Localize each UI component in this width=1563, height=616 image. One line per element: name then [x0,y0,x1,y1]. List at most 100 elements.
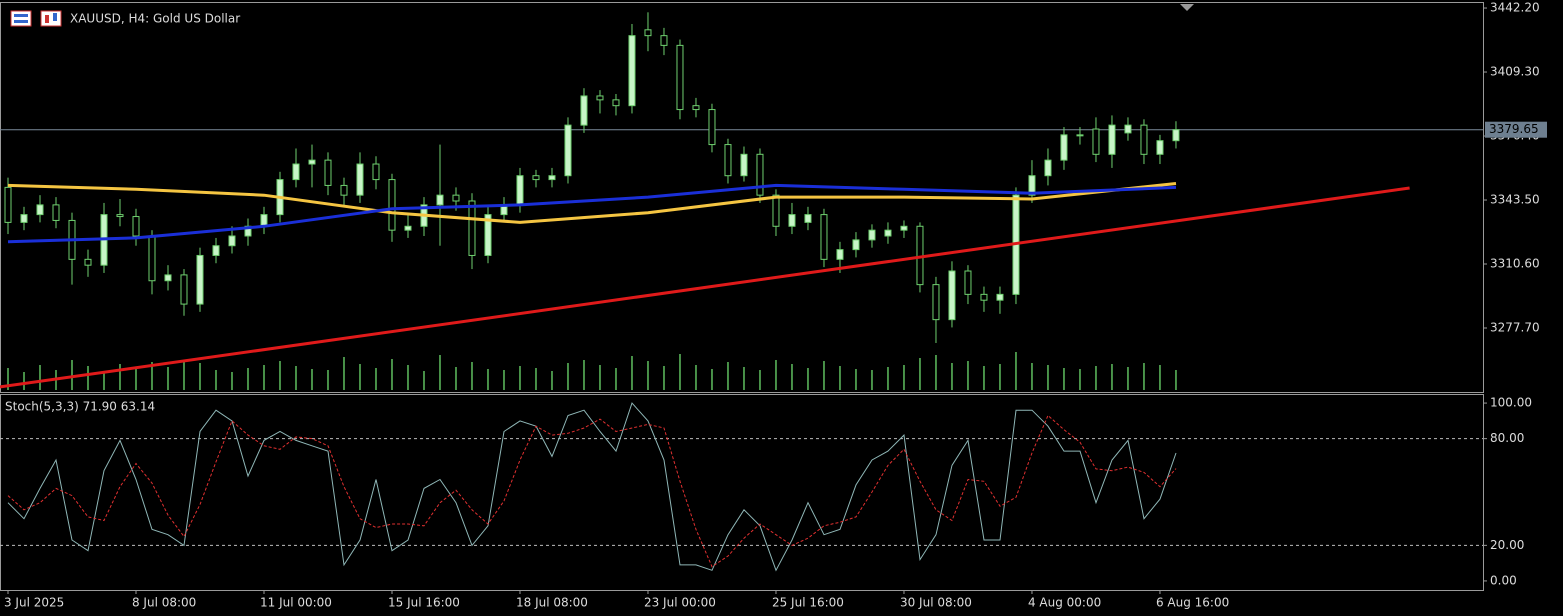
candle-body [164,274,172,282]
candle-body [484,214,492,256]
candle-body [804,214,812,223]
candle-body [612,99,620,107]
candle-body [820,214,828,260]
candle-body [564,124,572,177]
candle-body [1140,124,1148,155]
y-tick-label: 3343.50 [1490,193,1540,207]
candle-body [628,35,636,107]
candle-body [356,163,364,196]
timeframe-icon[interactable] [40,10,62,27]
candle-body [36,204,44,216]
candle-body [756,153,764,196]
y-tick-label: 100.00 [1490,396,1532,410]
candle-body [996,293,1004,301]
candle-body [1044,159,1052,177]
candle-body [948,270,956,321]
candle-body [660,35,668,46]
stoch-line [7,402,1177,572]
main-frame [0,2,1484,393]
x-tick-label: 18 Jul 08:00 [516,596,588,610]
candle-body [436,194,444,206]
y-tick-label: 20.00 [1490,538,1524,552]
y-tick-label: 0.00 [1490,573,1517,587]
candle-body [116,214,124,218]
x-tick-label: 8 Jul 08:00 [132,596,196,610]
candle-body [852,239,860,251]
candle-body [196,254,204,305]
y-tick-label: 3277.70 [1490,321,1540,335]
candle-body [1076,134,1084,137]
indicator-title: Stoch(5,3,3) 71.90 63.14 [5,400,155,414]
candle-body [468,200,476,256]
x-tick-label: 3 Jul 2025 [4,596,64,610]
candle-body [1060,134,1068,161]
icon-part [53,13,57,21]
x-tick-label: 30 Jul 08:00 [900,596,972,610]
candle-body [452,194,460,202]
candle-body [372,163,380,181]
x-tick-label: 23 Jul 00:00 [644,596,716,610]
candle-body [676,44,684,111]
candle-body [532,175,540,181]
candle-body [228,235,236,247]
symbol-icon[interactable] [10,10,32,27]
candle-body [836,249,844,260]
icon-part [45,15,49,23]
x-tick-label: 6 Aug 16:00 [1156,596,1229,610]
candle-body [1092,128,1100,155]
candle-body [548,175,556,181]
chart-title: XAUUSD, H4: Gold US Dollar [70,12,240,26]
candle-body [980,293,988,301]
y-tick-label: 3310.60 [1490,257,1540,271]
candle-body [692,105,700,111]
y-tick-label: 3409.30 [1490,65,1540,79]
candle-body [148,235,156,282]
last-price-label: 3379.65 [1489,122,1539,136]
candle-body [4,186,12,223]
candle-body [340,184,348,196]
candle-body [708,109,716,146]
candle-body [516,175,524,206]
header-icons[interactable] [10,10,62,27]
x-tick-label: 4 Aug 00:00 [1028,596,1101,610]
candle-body [404,225,412,231]
icon-part [14,14,28,17]
candle-body [308,159,316,165]
y-tick-label: 3442.20 [1490,1,1540,15]
candle-body [964,270,972,295]
candle-body [388,179,396,231]
candle-body [180,274,188,305]
indicator-line [7,183,1177,244]
x-tick-label: 25 Jul 16:00 [772,596,844,610]
candle-body [84,258,92,266]
candle-body [788,214,796,227]
shift-marker[interactable] [1180,4,1194,11]
candle-body [324,159,332,186]
candle-body [1156,140,1164,155]
x-tick-label: 15 Jul 16:00 [388,596,460,610]
plot-layer: 3442.203409.303376.403343.503310.603277.… [0,1,1547,610]
icon-part [14,20,28,23]
candle-body [292,163,300,181]
indicator-line [7,182,1177,224]
candle-body [740,153,748,177]
candle-body [868,229,876,241]
candle-body [1108,124,1116,155]
candle-body [52,204,60,221]
candle-body [884,229,892,237]
candle-body [596,95,604,101]
candle-body [1172,129,1180,142]
candle-body [580,95,588,126]
y-tick-label: 80.00 [1490,431,1524,445]
candle-body [20,214,28,223]
x-tick-label: 11 Jul 00:00 [260,596,332,610]
candle-body [932,284,940,321]
candle-body [772,194,780,227]
last-price-box [1485,121,1547,138]
candle-body [1124,124,1132,134]
candle-body [132,216,140,237]
candle-body [724,144,732,177]
candle-body [212,245,220,256]
indicator-line [0,186,1410,389]
